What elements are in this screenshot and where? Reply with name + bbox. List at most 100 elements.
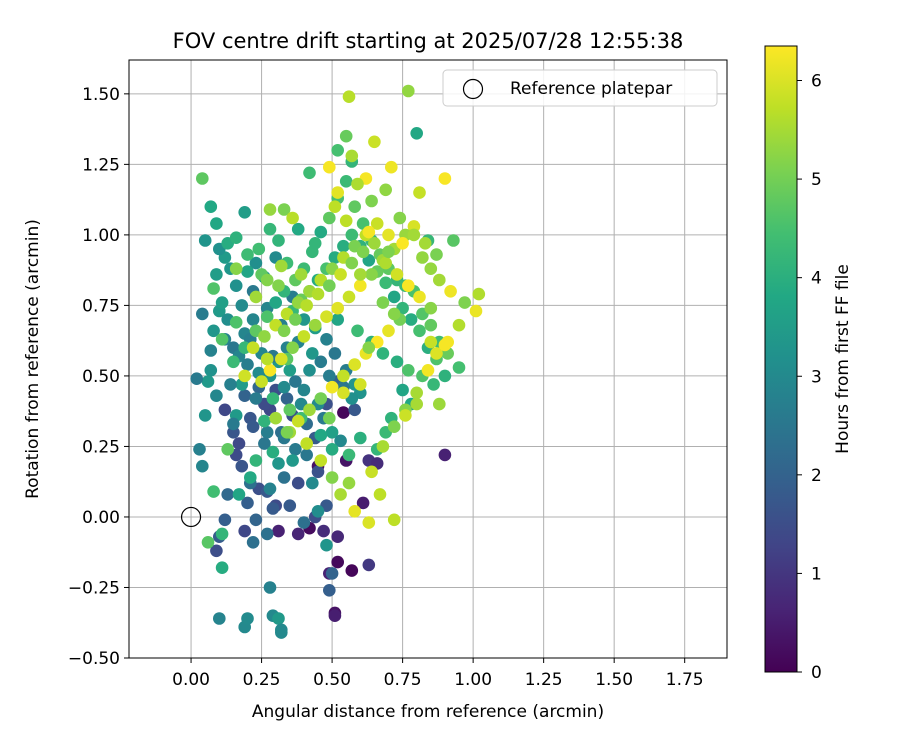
legend-marker-icon <box>462 78 484 100</box>
data-point <box>311 505 325 518</box>
data-point <box>334 488 347 501</box>
data-point <box>272 234 285 247</box>
colorbar-tick-label: 3 <box>811 367 822 387</box>
data-point <box>399 409 412 422</box>
data-point <box>323 411 336 425</box>
data-point <box>289 313 302 326</box>
data-point <box>294 268 308 281</box>
data-point <box>328 347 342 360</box>
data-point <box>300 299 314 312</box>
data-point <box>356 245 370 259</box>
data-point <box>348 403 362 417</box>
data-point <box>342 448 356 462</box>
data-point <box>306 347 319 360</box>
data-point <box>311 287 325 301</box>
data-point <box>272 457 285 470</box>
data-point <box>272 612 285 625</box>
data-point <box>325 471 339 484</box>
data-point <box>221 443 234 456</box>
data-point <box>266 392 280 405</box>
data-point <box>193 443 206 456</box>
data-point <box>227 417 240 431</box>
colorbar-tick-label: 1 <box>811 564 822 584</box>
data-point <box>283 364 297 377</box>
colorbar <box>764 45 798 673</box>
data-point <box>238 206 251 219</box>
data-point <box>215 561 229 574</box>
y-tick-label: 1.00 <box>82 226 120 246</box>
data-point <box>387 290 401 304</box>
x-tick-label: 0.25 <box>243 670 281 690</box>
colorbar-label: Hours from first FF file <box>833 264 853 454</box>
data-point <box>387 307 401 321</box>
data-point <box>291 222 305 236</box>
data-point <box>424 301 438 315</box>
data-point <box>272 279 285 293</box>
colorbar-ticks: 0 1 2 3 4 5 6 <box>797 72 822 683</box>
data-point <box>246 341 260 355</box>
data-point <box>198 409 212 422</box>
data-point <box>376 347 390 360</box>
data-point <box>362 225 376 239</box>
data-point <box>342 476 356 490</box>
data-point <box>410 397 424 411</box>
data-point <box>229 262 243 276</box>
data-point <box>323 211 336 225</box>
data-point <box>266 445 280 459</box>
data-point <box>263 482 277 496</box>
x-tick-label: 1.00 <box>454 670 492 690</box>
y-axis-label: Rotation from reference (arcmin) <box>23 219 43 499</box>
data-point <box>210 268 223 281</box>
data-point <box>387 420 401 434</box>
data-point <box>368 135 381 149</box>
data-point <box>229 231 243 244</box>
data-point <box>289 375 302 388</box>
data-point <box>334 268 347 281</box>
colorbar-tick-label: 6 <box>811 72 822 92</box>
data-point <box>438 172 452 185</box>
y-tick-label: 0.75 <box>82 296 120 316</box>
data-point <box>232 437 246 450</box>
data-point <box>325 426 339 439</box>
data-point <box>241 248 254 261</box>
data-point <box>196 307 209 321</box>
data-point <box>272 524 285 538</box>
data-point <box>283 403 297 417</box>
data-point <box>196 172 209 185</box>
data-point <box>402 364 415 377</box>
data-point <box>215 296 229 309</box>
data-point <box>387 513 401 527</box>
data-point <box>303 364 316 377</box>
data-point <box>303 403 316 417</box>
data-point <box>356 496 370 510</box>
data-point <box>373 488 387 501</box>
data-point <box>210 544 223 558</box>
data-point <box>277 471 291 484</box>
data-point <box>339 214 353 228</box>
data-point <box>331 301 345 315</box>
data-point <box>297 383 311 397</box>
data-point <box>218 513 232 527</box>
data-point <box>311 465 325 479</box>
data-point <box>379 183 393 197</box>
data-point <box>345 564 359 577</box>
data-point <box>300 437 314 450</box>
data-point <box>207 485 220 498</box>
data-point <box>452 318 466 332</box>
data-point <box>286 341 299 355</box>
data-point <box>354 378 367 391</box>
data-point <box>413 186 426 199</box>
data-point <box>376 296 390 309</box>
data-point <box>314 454 328 467</box>
data-point <box>235 299 249 312</box>
data-point <box>438 448 452 462</box>
data-point <box>472 287 486 301</box>
chart-title: FOV centre drift starting at 2025/07/28 … <box>173 29 684 53</box>
data-point <box>263 203 277 216</box>
data-point <box>362 516 376 529</box>
data-point <box>390 268 404 281</box>
data-point <box>221 488 234 501</box>
x-tick-label: 1.75 <box>666 670 704 690</box>
data-point <box>258 330 271 343</box>
